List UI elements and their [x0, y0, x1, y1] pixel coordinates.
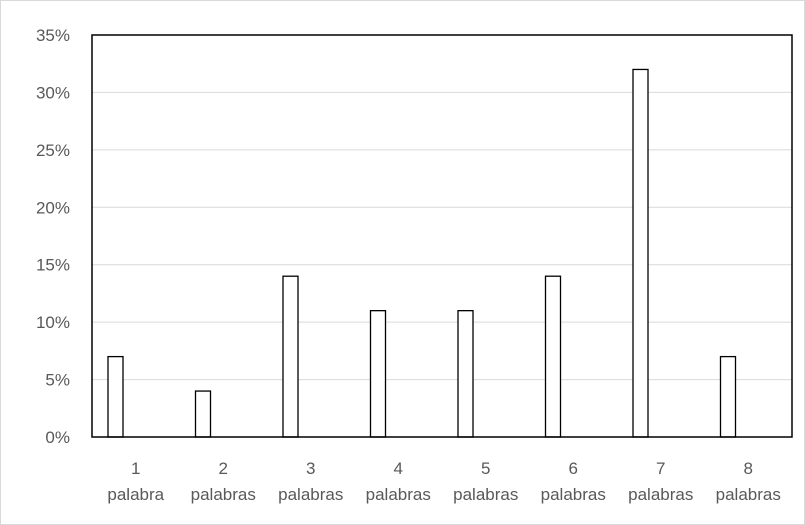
y-tick-label: 15% [36, 256, 70, 275]
x-tick-label: 6 [569, 459, 578, 478]
gridlines [92, 91, 792, 381]
y-tick-label: 0% [45, 428, 70, 447]
x-tick-label: 1 [131, 459, 140, 478]
x-tick-label: 5 [481, 459, 490, 478]
x-tick-label: palabra [107, 485, 164, 504]
y-tick-label: 30% [36, 83, 70, 102]
x-tick-label: palabras [716, 485, 781, 504]
y-tick-label: 5% [45, 371, 70, 390]
x-tick-label: 3 [306, 459, 315, 478]
x-tick-label: palabras [191, 485, 256, 504]
x-axis-tick-labels: 1 palabra 2 palabras 3 palabras 4 palabras 5 pala… [107, 459, 780, 504]
y-tick-label: 10% [36, 313, 70, 332]
x-tick-label: 4 [394, 459, 403, 478]
x-tick-label: 8 [744, 459, 753, 478]
y-tick-label: 25% [36, 141, 70, 160]
plot-area-border [91, 34, 793, 438]
bar [369, 310, 387, 438]
x-tick-label: palabras [453, 485, 518, 504]
bar [544, 275, 562, 438]
x-tick-label: palabras [628, 485, 693, 504]
bar [719, 355, 737, 438]
y-tick-label: 35% [36, 26, 70, 45]
y-tick-label: 20% [36, 198, 70, 217]
bars [107, 68, 737, 438]
bar [282, 275, 299, 438]
bar [457, 310, 474, 438]
bar [194, 390, 212, 438]
x-tick-label: 7 [656, 459, 665, 478]
bar [632, 68, 649, 438]
x-tick-label: palabras [278, 485, 343, 504]
bar [107, 355, 124, 438]
y-axis-tick-labels: 0% 5% 10% 15% 20% 25% 30% 35% [36, 26, 70, 447]
x-tick-label: 2 [219, 459, 228, 478]
x-tick-label: palabras [541, 485, 606, 504]
x-tick-label: palabras [366, 485, 431, 504]
